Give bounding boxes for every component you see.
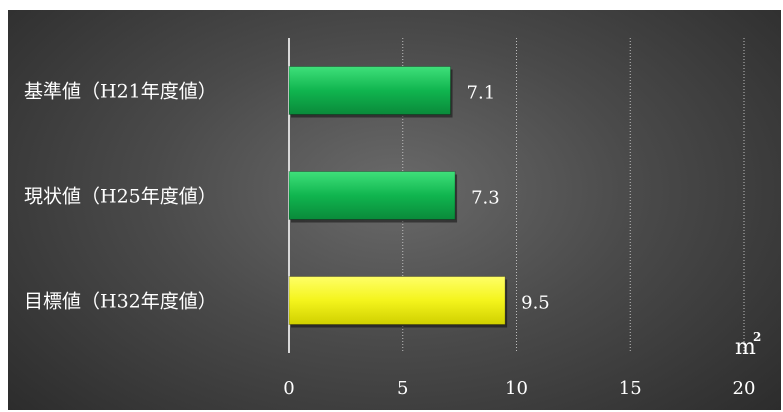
x-tick-label: 15 <box>619 378 642 399</box>
unit-superscript: 2 <box>753 330 761 344</box>
bar <box>288 171 456 220</box>
x-tick-label: 0 <box>283 378 294 399</box>
category-label: 基準値（H21年度値） <box>24 81 217 103</box>
value-label: 7.1 <box>467 83 496 104</box>
category-label: 現状値（H25年度値） <box>24 186 217 208</box>
category-label: 目標値（H32年度値） <box>24 291 217 313</box>
x-tick-label: 10 <box>505 378 528 399</box>
bar-chart: 基準値（H21年度値） 7.1 現状値（H25年度値） 7.3 目標値（H32年度値） 9… <box>24 38 761 399</box>
bar <box>288 66 452 115</box>
x-tick-label: 5 <box>397 378 408 399</box>
value-label: 9.5 <box>521 293 550 314</box>
bar <box>288 276 506 325</box>
unit-label: m <box>735 335 756 360</box>
x-tick-label: 20 <box>733 378 756 399</box>
value-label: 7.3 <box>471 188 500 209</box>
chart-area: 基準値（H21年度値） 7.1 現状値（H25年度値） 7.3 目標値（H32年度値） 9… <box>8 10 781 410</box>
